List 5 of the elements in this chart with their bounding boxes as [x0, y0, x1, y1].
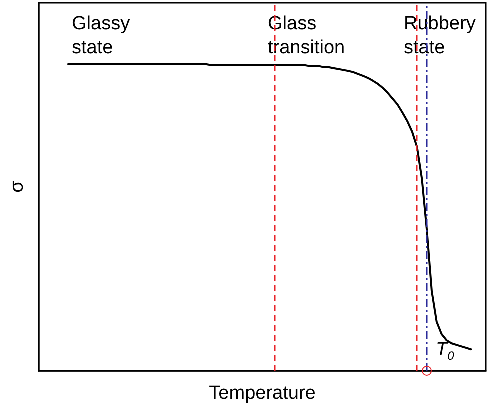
text: Glassy state — [72, 14, 131, 58]
text: Glass transition — [268, 14, 346, 58]
y-axis-title: σ — [7, 180, 28, 193]
text: Rubbery state — [404, 14, 476, 58]
x-axis-title: Temperature — [209, 383, 316, 404]
